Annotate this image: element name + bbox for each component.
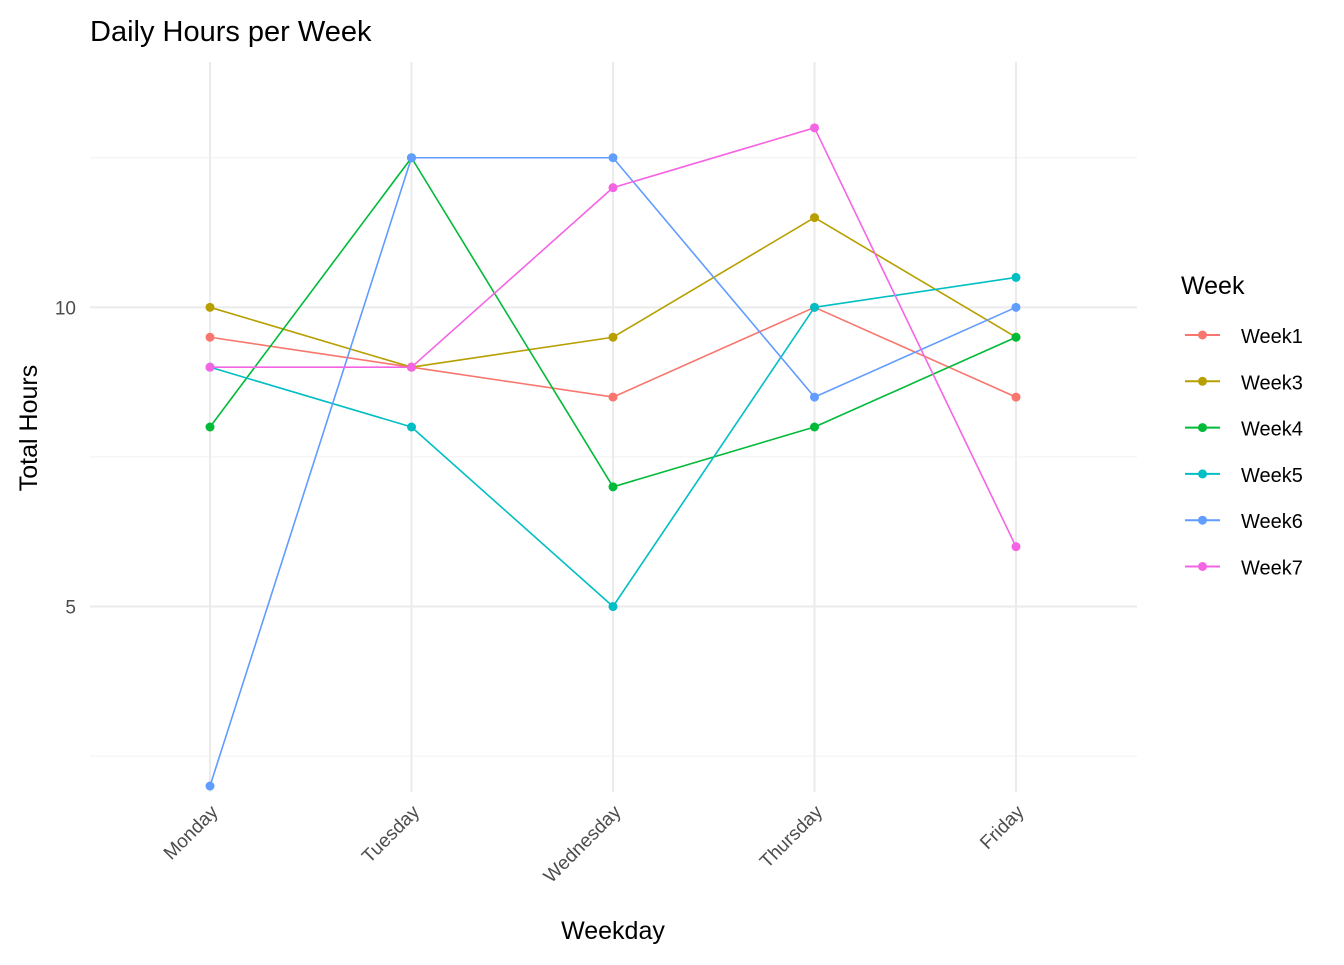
legend-item-week5: Week5	[1185, 465, 1303, 487]
legend-item-week3: Week3	[1185, 372, 1303, 394]
data-point	[810, 302, 819, 312]
line-segment	[209, 157, 413, 428]
data-point	[810, 422, 819, 432]
legend-label: Week5	[1241, 465, 1303, 487]
data-point	[407, 153, 416, 163]
legend-key-point	[1198, 515, 1207, 525]
data-point	[608, 392, 618, 402]
line-segment	[814, 216, 1017, 338]
legend-key-point	[1198, 562, 1207, 571]
line-segment	[411, 366, 614, 398]
legend-item-week6: Week6	[1185, 511, 1303, 533]
x-tick-label: Wednesday	[540, 801, 626, 887]
x-tick-label: Tuesday	[358, 801, 424, 867]
gridlines	[90, 62, 1137, 792]
data-point	[810, 392, 819, 402]
data-point	[608, 332, 618, 342]
x-axis-title: Weekday	[561, 917, 665, 945]
line-segment	[410, 157, 614, 488]
data-point	[205, 781, 215, 791]
legend: Week Week1 Week3 Week4 Week5 Week6 Week7	[1181, 272, 1303, 580]
data-point	[1011, 392, 1021, 402]
x-tick-label: Thursday	[756, 801, 827, 872]
line-segment	[209, 157, 413, 787]
line-segment	[410, 426, 614, 608]
data-point	[1011, 272, 1021, 282]
data-point	[810, 123, 819, 133]
legend-key-point	[1198, 423, 1207, 433]
line-segment	[814, 306, 1017, 398]
data-point	[810, 213, 819, 223]
y-tick-label: 5	[65, 598, 76, 619]
line-segment	[209, 306, 412, 368]
line-segment	[209, 336, 412, 368]
y-axis-ticks: 5 10	[55, 298, 76, 618]
data-point	[1011, 302, 1021, 312]
legend-key-point	[1198, 376, 1207, 386]
line-segment	[612, 306, 815, 398]
series-week7	[205, 123, 1021, 552]
data-point	[205, 302, 215, 312]
legend-key-point	[1198, 330, 1207, 340]
data-point	[205, 362, 215, 372]
x-tick-label: Friday	[976, 801, 1029, 854]
x-axis-ticks: Monday Tuesday Wednesday Thursday Friday	[160, 801, 1029, 887]
legend-label: Week6	[1241, 511, 1303, 533]
data-point	[608, 153, 618, 163]
line-segment	[209, 366, 412, 428]
legend-key-point	[1198, 469, 1207, 479]
legend-label: Week7	[1241, 558, 1303, 580]
data-point	[205, 422, 215, 432]
line-segment	[814, 336, 1017, 428]
data-point	[608, 602, 618, 612]
data-point	[407, 362, 416, 372]
line-segment	[612, 127, 815, 189]
data-point	[608, 183, 618, 193]
line-segment	[410, 187, 614, 368]
legend-item-week4: Week4	[1185, 419, 1303, 441]
legend-title: Week	[1181, 272, 1245, 300]
legend-item-week7: Week7	[1185, 558, 1303, 580]
x-tick-label: Monday	[160, 801, 223, 864]
line-segment	[411, 336, 614, 368]
line-segment	[814, 276, 1017, 309]
series-lines	[205, 123, 1021, 791]
legend-label: Week4	[1241, 419, 1303, 441]
chart-title: Daily Hours per Week	[90, 16, 372, 48]
line-segment	[813, 127, 1017, 548]
data-point	[407, 422, 416, 432]
data-point	[1011, 542, 1021, 552]
legend-label: Week3	[1241, 372, 1303, 394]
legend-label: Week1	[1241, 326, 1303, 348]
legend-item-week1: Week1	[1185, 326, 1303, 348]
y-tick-label: 10	[55, 298, 76, 319]
series-week6	[205, 153, 1021, 791]
data-point	[1011, 332, 1021, 342]
y-axis-title: Total Hours	[15, 365, 43, 491]
data-point	[608, 482, 618, 492]
line-segment	[612, 157, 816, 398]
data-point	[205, 332, 215, 342]
